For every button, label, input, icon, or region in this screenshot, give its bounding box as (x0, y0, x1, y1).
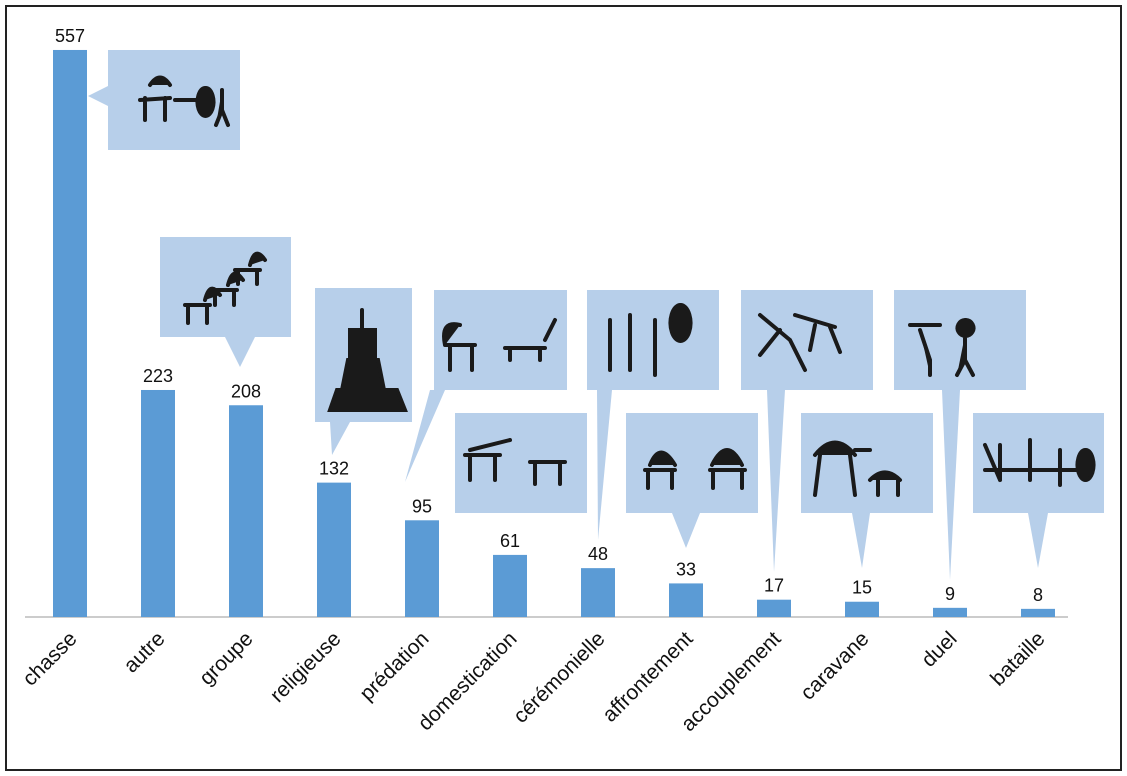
value-label: 557 (55, 26, 85, 46)
callout-domestication (455, 413, 587, 513)
bar (317, 483, 351, 617)
bar (845, 602, 879, 617)
value-label: 17 (764, 576, 784, 596)
chart: 557chasse223autre208groupe132religieuse9… (0, 0, 1127, 776)
bar (493, 555, 527, 617)
value-label: 33 (676, 559, 696, 579)
value-label: 8 (1033, 585, 1043, 605)
value-label: 223 (143, 366, 173, 386)
value-label: 15 (852, 578, 872, 598)
bar (757, 600, 791, 617)
value-label: 61 (500, 531, 520, 551)
bar (405, 520, 439, 617)
bar (669, 583, 703, 617)
bar (141, 390, 175, 617)
value-label: 208 (231, 381, 261, 401)
bar (933, 608, 967, 617)
bar (229, 405, 263, 617)
value-label: 132 (319, 459, 349, 479)
value-label: 48 (588, 544, 608, 564)
bar (581, 568, 615, 617)
bar (1021, 609, 1055, 617)
bar (53, 50, 87, 617)
value-label: 95 (412, 496, 432, 516)
value-label: 9 (945, 584, 955, 604)
